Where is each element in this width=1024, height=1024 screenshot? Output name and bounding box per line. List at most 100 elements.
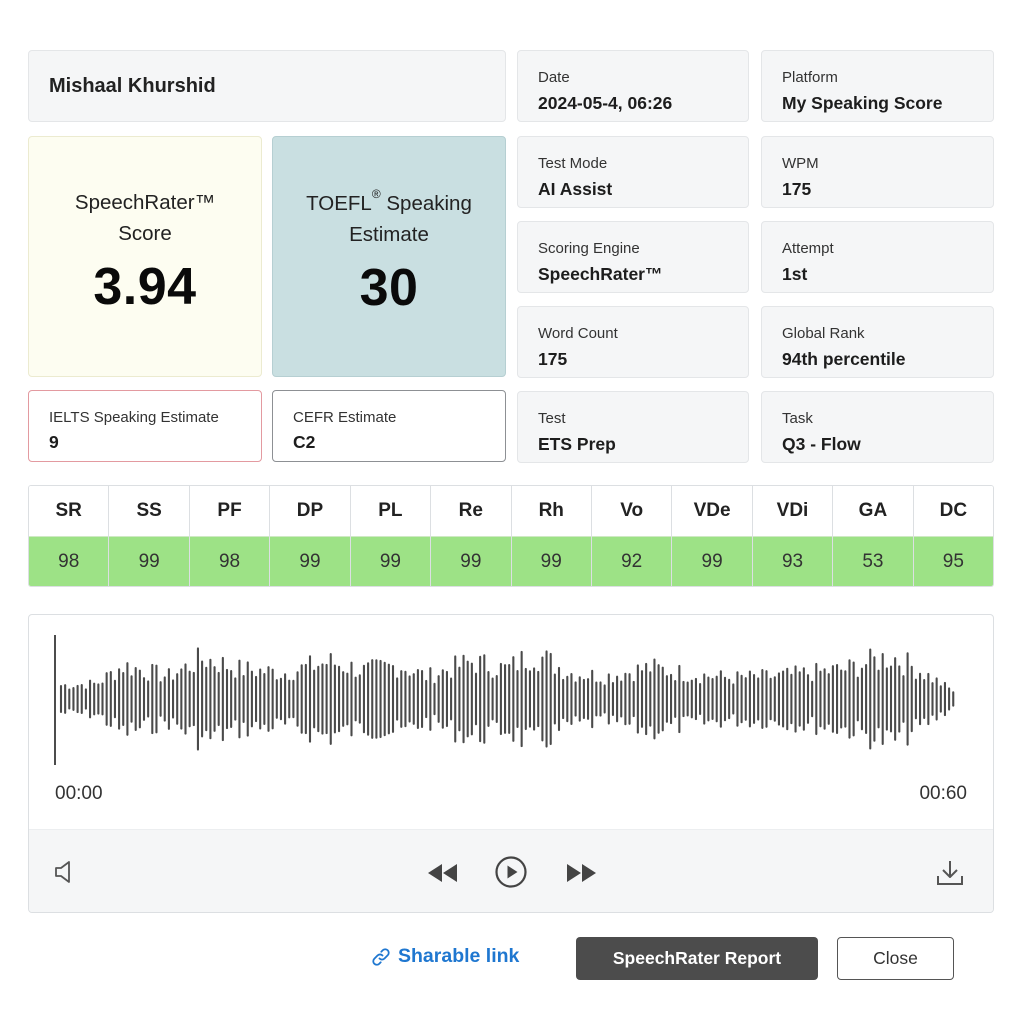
metric-value: 99 [270, 536, 350, 586]
ielts-estimate-card: IELTS Speaking Estimate 9 [28, 390, 262, 462]
metric-value: 98 [189, 536, 270, 586]
info-platform-label: Platform [782, 69, 838, 86]
link-icon [372, 947, 390, 966]
info-global-rank-label: Global Rank [782, 325, 865, 342]
metric-column: Rh 99 [511, 486, 592, 586]
speechrater-report-button[interactable]: SpeechRater Report [576, 937, 818, 980]
metric-value: 99 [672, 536, 752, 586]
metrics-table: SR 98 SS 99 PF 98 DP 99 PL 99 Re 99 Rh 99 Vo 92 VDe 99 VDi… [28, 485, 994, 587]
metric-column: SS 99 [109, 486, 190, 586]
registered-mark: ® [371, 187, 381, 201]
time-start: 00:00 [55, 783, 103, 804]
metric-value: 93 [752, 536, 833, 586]
metric-value: 95 [913, 536, 993, 586]
metric-column: GA 53 [833, 486, 914, 586]
info-test-value: ETS Prep [538, 434, 616, 454]
info-attempt-label: Attempt [782, 240, 834, 257]
info-wpm-value: 175 [782, 179, 812, 199]
metric-column: DP 99 [270, 486, 351, 586]
info-global-rank: Global Rank 94th percentile [761, 306, 994, 378]
speechrater-title-line1: SpeechRater™ [74, 191, 216, 214]
info-attempt-value: 1st [782, 264, 808, 284]
metric-column: VDi 93 [752, 486, 834, 586]
info-date-value: 2024-05-4, 06:26 [538, 93, 673, 113]
toefl-title-line1: TOEFL® Speaking [273, 179, 505, 219]
player-controls [29, 829, 993, 912]
metric-column: Vo 92 [591, 486, 673, 586]
metric-column: DC 95 [913, 486, 993, 586]
info-test: Test ETS Prep [517, 391, 749, 463]
info-task: Task Q3 - Flow [761, 391, 994, 463]
sharable-link-label: Sharable link [398, 945, 520, 967]
metric-value: 99 [350, 536, 431, 586]
metric-column: PL 99 [350, 486, 432, 586]
metric-header: SS [109, 486, 189, 536]
time-end: 00:60 [919, 783, 967, 804]
student-name: Mishaal Khurshid [49, 74, 216, 97]
speechrater-score-value: 3.94 [93, 258, 197, 316]
speaker-icon[interactable] [51, 856, 79, 888]
info-platform-value: My Speaking Score [782, 93, 943, 113]
info-date-label: Date [538, 69, 570, 86]
toefl-estimate-value: 30 [359, 259, 419, 317]
metric-header: VDe [672, 486, 752, 536]
ielts-estimate-label: IELTS Speaking Estimate [49, 409, 219, 426]
speechrater-title-line2: Score [118, 222, 172, 245]
info-test-mode: Test Mode AI Assist [517, 136, 749, 208]
info-test-mode-label: Test Mode [538, 155, 608, 172]
metric-header: Rh [511, 486, 591, 536]
info-word-count: Word Count 175 [517, 306, 749, 378]
speechrater-score-card: SpeechRater™ Score 3.94 [28, 136, 262, 377]
info-wpm-label: WPM [782, 155, 819, 172]
audio-player: 00:00 00:60 [28, 614, 994, 913]
metric-header: GA [833, 486, 913, 536]
info-task-label: Task [782, 410, 813, 427]
metric-value: 98 [29, 536, 109, 586]
toefl-estimate-card: TOEFL® Speaking Estimate 30 [272, 136, 506, 377]
info-date: Date 2024-05-4, 06:26 [517, 50, 749, 122]
metric-header: VDi [752, 486, 833, 536]
sharable-link[interactable]: Sharable link [370, 945, 519, 968]
info-test-label: Test [538, 410, 566, 427]
info-platform: Platform My Speaking Score [761, 50, 994, 122]
info-attempt: Attempt 1st [761, 221, 994, 293]
info-scoring-engine: Scoring Engine SpeechRater™ [517, 221, 749, 293]
metric-column: SR 98 [29, 486, 110, 586]
metric-column: Re 99 [431, 486, 512, 586]
info-wpm: WPM 175 [761, 136, 994, 208]
metric-value: 92 [591, 536, 672, 586]
metric-column: VDe 99 [672, 486, 753, 586]
metric-value: 53 [833, 536, 913, 586]
metric-header: Vo [591, 486, 672, 536]
metric-header: DC [913, 486, 993, 536]
metric-header: Re [431, 486, 511, 536]
info-test-mode-value: AI Assist [538, 179, 613, 199]
fast-forward-icon[interactable] [563, 858, 599, 888]
info-word-count-value: 175 [538, 349, 568, 369]
cefr-estimate-value: C2 [293, 432, 316, 452]
audio-waveform[interactable] [29, 615, 994, 775]
toefl-title-speaking: Speaking [380, 192, 472, 215]
metric-value: 99 [431, 536, 511, 586]
download-icon[interactable] [933, 856, 967, 890]
metric-header: PF [189, 486, 270, 536]
cefr-estimate-card: CEFR Estimate C2 [272, 390, 506, 462]
metric-header: DP [270, 486, 350, 536]
metric-value: 99 [109, 536, 189, 586]
ielts-estimate-value: 9 [49, 432, 59, 452]
metric-value: 99 [511, 536, 591, 586]
metric-header: SR [29, 486, 109, 536]
info-word-count-label: Word Count [538, 325, 618, 342]
cefr-estimate-label: CEFR Estimate [293, 409, 397, 426]
play-circle-icon[interactable] [493, 854, 529, 890]
metric-header: PL [350, 486, 431, 536]
toefl-title-word: TOEFL [306, 192, 372, 215]
info-scoring-engine-value: SpeechRater™ [538, 264, 663, 284]
student-name-card: Mishaal Khurshid [28, 50, 506, 122]
info-scoring-engine-label: Scoring Engine [538, 240, 640, 257]
info-task-value: Q3 - Flow [782, 434, 861, 454]
info-global-rank-value: 94th percentile [782, 349, 906, 369]
metric-column: PF 98 [189, 486, 271, 586]
close-button[interactable]: Close [837, 937, 954, 980]
rewind-icon[interactable] [425, 858, 461, 888]
